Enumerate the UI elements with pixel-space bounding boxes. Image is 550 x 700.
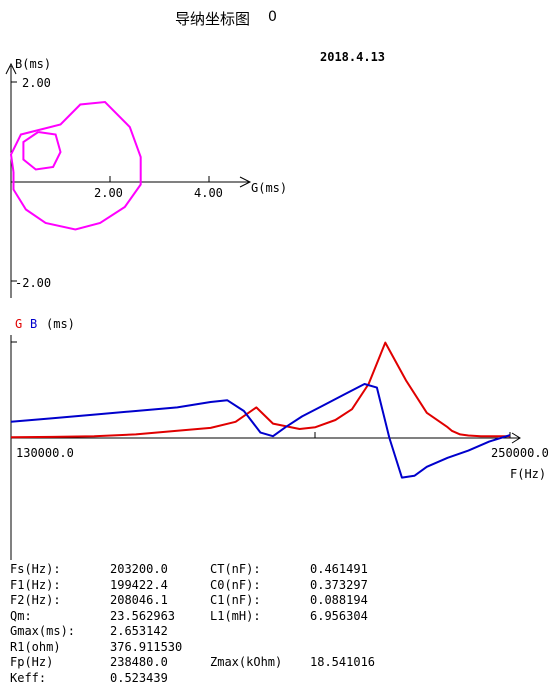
param-value: 6.956304: [310, 608, 368, 623]
param-key: CT(nF):: [210, 562, 261, 576]
date-label: 2018.4.13: [320, 50, 386, 64]
param-key: Zmax(kOhm): [210, 655, 283, 669]
param-key: R1(ohm): [10, 639, 61, 654]
param-value: 18.541016: [310, 655, 376, 669]
f-axis-arrow: [511, 432, 521, 444]
param-value: 238480.0: [110, 655, 168, 669]
g-series-label: G: [15, 317, 22, 331]
param-value: 0.461491: [310, 562, 368, 576]
b-series-label: B: [30, 317, 37, 331]
param-key: F1(Hz):: [10, 577, 61, 592]
admittance-loop-2: [22, 131, 62, 171]
f-axis-label: F(Hz): [510, 467, 546, 481]
param-key: L1(mH):: [210, 608, 261, 623]
frequency-chart: G B (ms) 130000.0 250000.0 F(Hz): [10, 317, 549, 560]
gb-unit-label: (ms): [46, 317, 75, 331]
conductance-series-line: [10, 341, 510, 439]
f-tick-label-left: 130000.0: [16, 446, 74, 460]
param-value: 199422.4: [110, 577, 168, 592]
g-axis-arrow: [239, 176, 252, 188]
param-key: Keff:: [10, 670, 47, 685]
param-value: 376.911530: [110, 639, 183, 654]
param-key: C1(nF):: [210, 593, 261, 607]
param-key: C0(nF):: [210, 577, 261, 592]
b-axis-label: B(ms): [15, 57, 51, 71]
param-value: 208046.1: [110, 593, 168, 607]
b-axis-arrow: [5, 62, 17, 75]
b-tick-label-top: 2.00: [22, 76, 51, 90]
param-value: 0.373297: [310, 577, 368, 592]
g-axis-label: G(ms): [251, 181, 287, 195]
param-key: Fp(Hz): [10, 655, 54, 669]
g-tick-label-2: 2.00: [94, 186, 123, 200]
param-value: 203200.0: [110, 562, 168, 576]
param-value: 0.088194: [310, 593, 368, 607]
b-tick-label-bottom: -2.00: [15, 276, 51, 290]
param-value: 0.523439: [110, 670, 168, 685]
param-key: Gmax(ms):: [10, 624, 76, 638]
admittance-chart: B(ms) G(ms) 2.00 -2.00 2.00 4.00: [5, 57, 287, 298]
param-value: 2.653142: [110, 624, 168, 638]
g-tick-label-4: 4.00: [194, 186, 223, 200]
title-id: 0: [268, 9, 277, 25]
charts-canvas: B(ms) G(ms) 2.00 -2.00 2.00 4.00 G B (ms…: [5, 57, 549, 560]
param-key: F2(Hz):: [10, 593, 61, 607]
f-tick-label-right: 250000.0: [491, 446, 549, 460]
param-key: Fs(Hz):: [10, 562, 61, 576]
admittance-loop-1: [9, 100, 142, 231]
page-title: 导纳坐标图: [175, 10, 251, 28]
susceptance-series-line: [10, 383, 511, 479]
param-key: Qm:: [10, 608, 32, 623]
param-value: 23.562963: [110, 608, 176, 623]
